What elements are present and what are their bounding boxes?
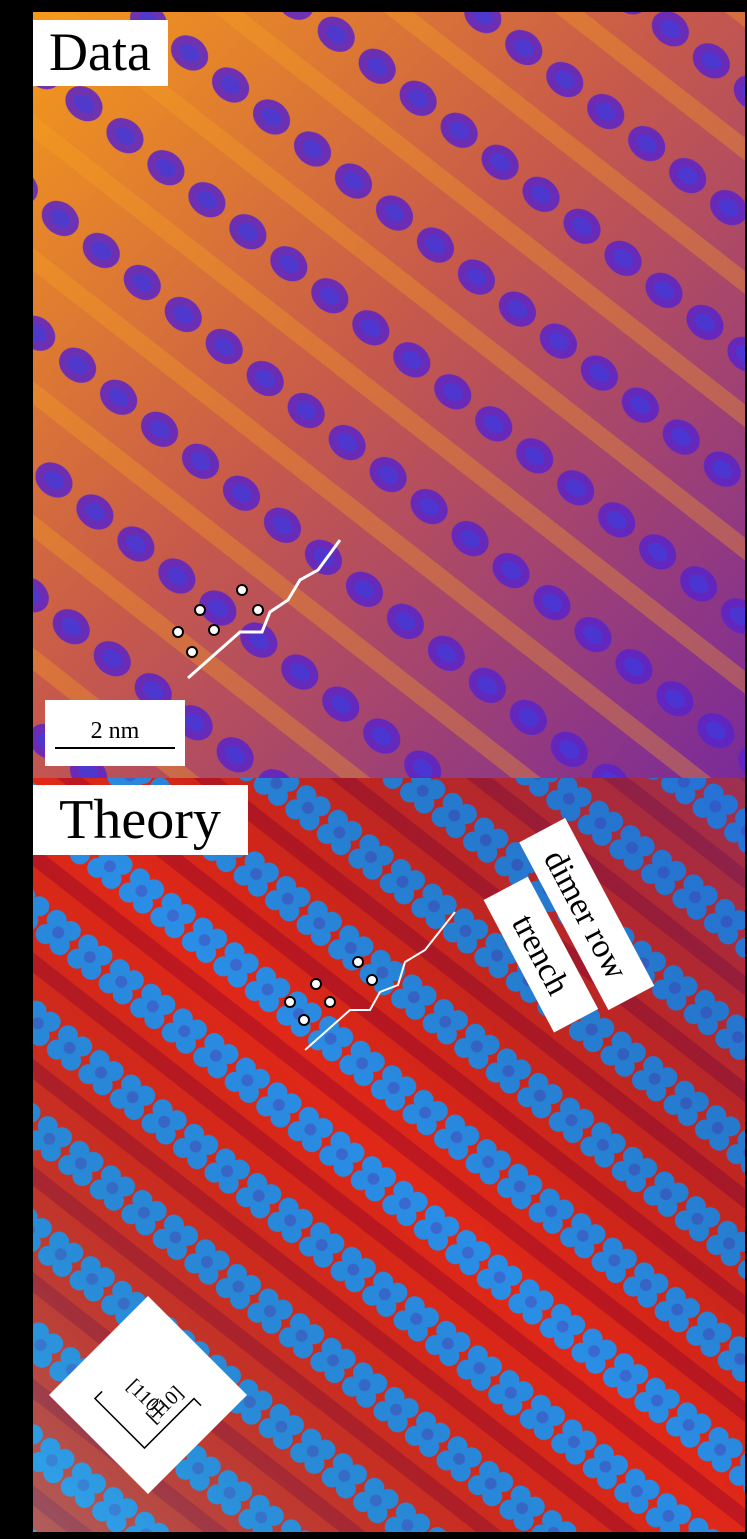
scale-label: 2 nm: [91, 718, 140, 744]
panel-title: Data: [49, 22, 151, 82]
figure: Data 2 nm Theory dimer row trench [110] …: [0, 0, 747, 1539]
data-rows: [33, 12, 745, 778]
panel-title: Theory: [59, 789, 221, 851]
